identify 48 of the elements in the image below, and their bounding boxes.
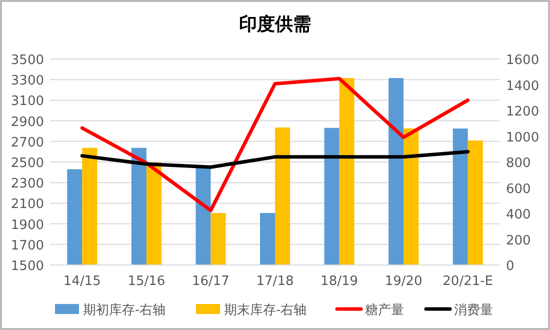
bar bbox=[324, 128, 340, 265]
bar bbox=[82, 148, 98, 265]
bar bbox=[404, 128, 419, 265]
bar bbox=[468, 140, 483, 265]
y-tick-label: 1900 bbox=[10, 218, 44, 233]
bar bbox=[388, 78, 404, 265]
bar bbox=[146, 162, 162, 265]
bar bbox=[452, 128, 468, 265]
y-tick-label: 2700 bbox=[10, 135, 44, 150]
legend-label: 消费量 bbox=[454, 303, 493, 318]
y2-tick-label: 600 bbox=[506, 182, 531, 197]
y2-tick-label: 0 bbox=[506, 259, 514, 274]
bar bbox=[339, 78, 354, 265]
y-tick-label: 2100 bbox=[10, 197, 44, 212]
y-tick-label: 1500 bbox=[10, 259, 44, 274]
x-tick-label: 15/16 bbox=[128, 274, 166, 289]
line-series bbox=[80, 150, 470, 169]
legend-label: 期初库存-右轴 bbox=[83, 303, 166, 318]
y-tick-label: 3300 bbox=[10, 74, 44, 89]
bar bbox=[196, 166, 211, 265]
legend-label: 期末库存-右轴 bbox=[224, 303, 307, 318]
y-tick-label: 2500 bbox=[10, 156, 44, 171]
y-tick-label: 3100 bbox=[10, 94, 44, 110]
x-tick-label: 18/19 bbox=[320, 274, 358, 289]
bar bbox=[210, 212, 226, 265]
y-tick-label: 1700 bbox=[10, 238, 44, 254]
y2-tick-label: 800 bbox=[506, 156, 531, 171]
line-series bbox=[80, 76, 470, 212]
x-tick-label: 20/21-E bbox=[442, 274, 494, 289]
x-tick-label: 16/17 bbox=[192, 274, 230, 289]
y2-tick-label: 200 bbox=[506, 233, 531, 248]
y2-tick-label: 1200 bbox=[506, 104, 540, 120]
y-tick-label: 2900 bbox=[10, 114, 44, 130]
y-tick-label: 2300 bbox=[10, 176, 44, 192]
y2-tick-label: 400 bbox=[506, 208, 531, 222]
bar bbox=[131, 148, 146, 265]
legend-label: 糖产量 bbox=[365, 303, 404, 318]
x-tick-label: 19/20 bbox=[384, 274, 422, 289]
x-tick-label: 14/15 bbox=[63, 274, 101, 289]
y2-tick-label: 1600 bbox=[506, 53, 540, 68]
bar bbox=[275, 127, 290, 265]
chart-title: 印度供需 bbox=[239, 14, 311, 35]
x-tick-label: 17/18 bbox=[256, 274, 294, 289]
bar bbox=[260, 212, 275, 265]
y2-tick-label: 1400 bbox=[506, 78, 540, 94]
y-tick-label: 3500 bbox=[10, 53, 44, 68]
y2-tick-label: 1000 bbox=[506, 130, 540, 146]
bar bbox=[67, 169, 82, 265]
